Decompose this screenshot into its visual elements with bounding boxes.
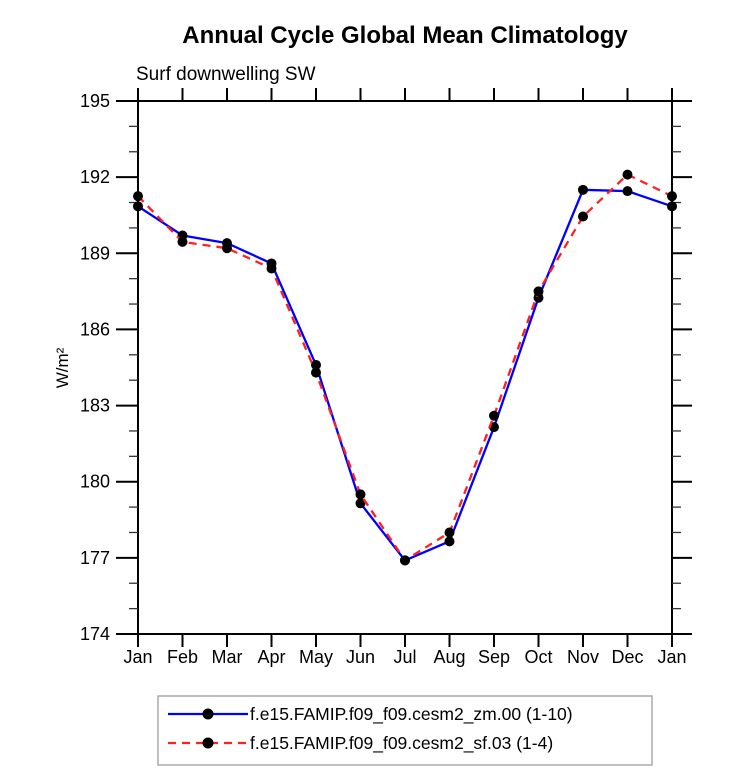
data-point-marker: [667, 201, 677, 212]
series-line-1: [137, 173, 673, 562]
data-point-marker: [400, 555, 410, 566]
x-tick-label: Mar: [212, 647, 243, 667]
x-tick-label: Jun: [346, 647, 375, 667]
legend-marker: [202, 737, 214, 749]
legend: f.e15.FAMIP.f09_f09.cesm2_zm.00 (1-10) f.…: [157, 695, 653, 766]
data-point-marker: [578, 184, 588, 195]
data-point-marker: [133, 201, 143, 212]
legend-label-0: f.e15.FAMIP.f09_f09.cesm2_zm.00 (1-10): [250, 704, 573, 725]
data-point-marker: [489, 410, 499, 421]
y-tick-label: 183: [80, 396, 110, 416]
x-tick-label: Jan: [123, 647, 152, 667]
y-tick-label: 180: [80, 472, 110, 492]
y-tick-label: 195: [80, 91, 110, 111]
data-point-marker: [133, 191, 143, 202]
data-point-marker: [311, 367, 321, 378]
x-tick-label: Oct: [524, 647, 552, 667]
x-tick-label: Nov: [567, 647, 599, 667]
x-tick-label: Feb: [167, 647, 198, 667]
series-line-0: [137, 188, 673, 562]
data-point-marker: [311, 359, 321, 370]
data-point-marker: [444, 536, 455, 547]
data-point-marker: [355, 489, 366, 500]
chart-subtitle: Surf downwelling SW: [136, 64, 316, 85]
data-point-marker: [622, 169, 633, 180]
data-point-marker: [222, 243, 232, 254]
x-tick-label: Jan: [657, 647, 686, 667]
y-axis-label: W/m²: [53, 347, 72, 388]
y-tick-label: 174: [80, 624, 110, 644]
series-lines: [133, 169, 677, 566]
data-point-marker: [444, 527, 455, 538]
data-point-marker: [177, 236, 188, 247]
data-point-marker: [533, 286, 544, 297]
x-tick-label: Apr: [257, 647, 285, 667]
y-tick-label: 186: [80, 319, 110, 339]
y-tick-label: 177: [80, 548, 110, 568]
y-tick-label: 189: [80, 243, 110, 263]
plot-axes: Jan Feb Mar Apr May Jun Jul Aug Sep Oct Nov Dec Jan 1…: [80, 88, 692, 667]
chart-title: Annual Cycle Global Mean Climatology: [182, 22, 628, 49]
legend-label-1: f.e15.FAMIP.f09_f09.cesm2_sf.03 (1-4): [250, 733, 553, 754]
data-point-marker: [578, 211, 588, 222]
data-point-marker: [622, 186, 633, 197]
y-tick-label: 192: [80, 167, 110, 187]
x-tick-label: Dec: [611, 647, 643, 667]
legend-marker: [202, 708, 214, 720]
x-tick-label: May: [299, 647, 333, 667]
data-point-marker: [266, 263, 277, 274]
x-tick-label: Aug: [433, 647, 465, 667]
data-point-marker: [667, 191, 677, 202]
x-tick-label: Jul: [393, 647, 416, 667]
data-point-marker: [355, 498, 366, 509]
legend-box: [157, 695, 653, 766]
x-tick-label: Sep: [478, 647, 510, 667]
